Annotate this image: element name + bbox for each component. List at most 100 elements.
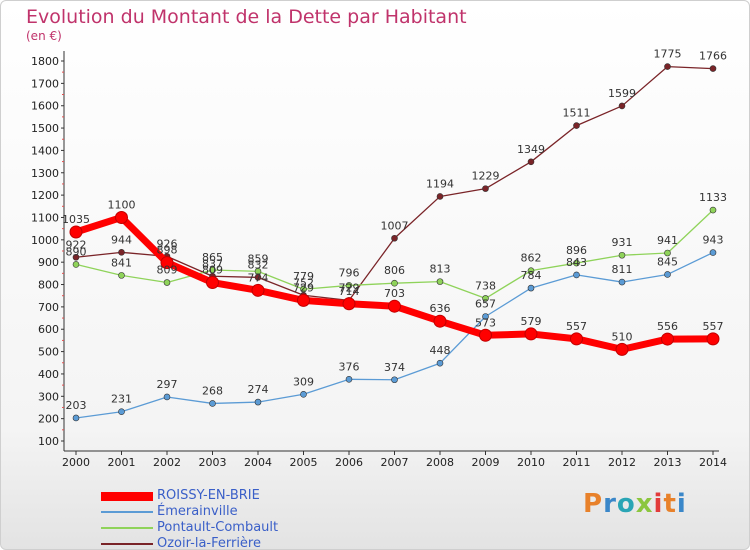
data-label: 784 xyxy=(521,269,542,282)
data-label: 231 xyxy=(111,393,132,406)
legend-swatch xyxy=(101,491,153,501)
data-point xyxy=(573,259,580,267)
data-point xyxy=(118,408,125,416)
data-point xyxy=(436,359,444,367)
data-point xyxy=(300,285,307,293)
x-tick-label: 2010 xyxy=(517,456,545,469)
data-label: 813 xyxy=(430,263,451,276)
data-point xyxy=(709,206,717,214)
series-2 xyxy=(72,206,717,302)
data-point xyxy=(527,267,535,274)
data-label: 556 xyxy=(657,320,678,333)
data-label: 922 xyxy=(66,238,87,251)
data-label: 297 xyxy=(157,378,178,391)
data-point xyxy=(163,279,171,286)
data-point xyxy=(69,225,83,239)
x-tick-label: 2012 xyxy=(608,456,636,469)
data-point xyxy=(115,210,128,224)
logo-letter: r xyxy=(603,489,617,519)
data-point xyxy=(345,282,353,289)
logo-letter: i xyxy=(653,489,664,519)
data-point xyxy=(72,253,80,261)
y-tick-label: 700 xyxy=(38,301,59,314)
data-label: 738 xyxy=(475,279,496,292)
data-label: 1035 xyxy=(62,213,90,226)
data-label: 837 xyxy=(202,257,223,270)
data-label: 926 xyxy=(157,237,178,250)
data-label: 944 xyxy=(111,233,132,246)
data-label: 268 xyxy=(202,384,223,397)
x-tick-label: 2006 xyxy=(335,456,363,469)
data-label: 1511 xyxy=(563,107,591,120)
data-label: 806 xyxy=(384,264,405,277)
axes: 1002003004005006007008009001000110012001… xyxy=(31,51,727,469)
data-point xyxy=(664,271,671,278)
data-point xyxy=(482,185,489,192)
x-tick-label: 2014 xyxy=(699,456,727,469)
data-point xyxy=(345,376,353,383)
y-tick-label: 900 xyxy=(38,256,59,269)
data-label: 657 xyxy=(475,297,496,310)
x-tick-label: 2008 xyxy=(426,456,454,469)
data-label: 941 xyxy=(657,234,678,247)
data-point xyxy=(433,314,447,328)
data-point xyxy=(391,376,398,384)
data-label: 1194 xyxy=(426,177,454,190)
x-tick-label: 2005 xyxy=(290,456,318,469)
legend-label: Pontault-Combault xyxy=(157,520,279,535)
data-label: 843 xyxy=(566,256,587,269)
series-1 xyxy=(72,249,717,422)
y-tick-label: 100 xyxy=(38,435,59,448)
data-label: 1766 xyxy=(699,50,727,63)
data-point xyxy=(618,278,626,286)
logo-letter: i xyxy=(676,489,687,519)
data-point xyxy=(482,295,489,302)
data-point xyxy=(160,256,174,270)
data-point xyxy=(618,251,626,259)
data-label: 890 xyxy=(66,245,87,258)
y-tick-label: 500 xyxy=(38,346,59,359)
data-label: 811 xyxy=(612,263,633,276)
legend-label: ROISSY-EN-BRIE xyxy=(157,488,260,503)
data-point xyxy=(618,102,626,110)
data-label: 729 xyxy=(339,281,360,294)
data-label: 841 xyxy=(111,256,132,269)
data-label: 636 xyxy=(430,302,451,315)
legend-label: Émerainville xyxy=(157,504,238,519)
chart-title: Evolution du Montant de la Dette par Hab… xyxy=(26,6,467,28)
data-labels-1: 203 231 297 268 274 309 376 374 448 657 784 843 811 8… xyxy=(66,234,724,412)
y-tick-label: 1000 xyxy=(31,234,59,247)
data-label: 779 xyxy=(293,270,314,283)
data-point xyxy=(436,278,444,285)
proxiti-logo: Proxiti xyxy=(583,489,687,519)
data-label: 1133 xyxy=(699,191,727,204)
data-label: 376 xyxy=(339,360,360,373)
data-point xyxy=(391,279,398,287)
y-tick-label: 300 xyxy=(38,390,59,403)
data-label: 898 xyxy=(157,244,178,257)
data-label: 1775 xyxy=(654,48,682,61)
data-point xyxy=(664,249,671,257)
data-label: 774 xyxy=(248,271,269,284)
legend-label: Ozoir-la-Ferrière xyxy=(157,536,261,550)
x-tick-label: 2001 xyxy=(108,456,136,469)
data-label: 510 xyxy=(612,330,633,343)
chart-subtitle: (en €) xyxy=(26,29,62,43)
y-tick-label: 1600 xyxy=(31,100,59,113)
series-0 xyxy=(69,210,720,356)
data-point xyxy=(482,313,489,320)
data-label: 862 xyxy=(521,252,542,265)
data-point xyxy=(527,158,535,166)
y-tick-label: 1300 xyxy=(31,167,59,180)
logo-letter: x xyxy=(635,489,654,519)
y-tick-label: 200 xyxy=(38,413,59,426)
y-tick-label: 600 xyxy=(38,323,59,336)
data-point xyxy=(615,342,629,356)
data-point xyxy=(251,283,265,297)
data-point xyxy=(72,261,80,268)
data-label: 931 xyxy=(612,236,633,249)
data-label: 1100 xyxy=(108,198,136,211)
